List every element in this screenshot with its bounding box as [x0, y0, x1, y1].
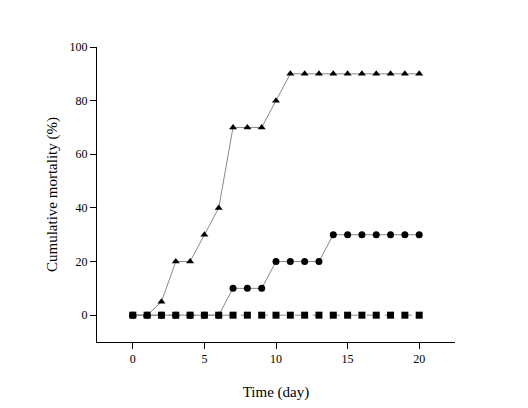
svg-text:5: 5 — [201, 352, 207, 366]
svg-text:Cumulative mortality (%): Cumulative mortality (%) — [44, 117, 61, 272]
svg-text:15: 15 — [342, 352, 354, 366]
svg-text:0: 0 — [82, 308, 88, 322]
svg-text:20: 20 — [76, 255, 88, 269]
svg-text:80: 80 — [76, 94, 88, 108]
svg-text:20: 20 — [413, 352, 425, 366]
svg-text:10: 10 — [270, 352, 282, 366]
svg-text:Time (day): Time (day) — [243, 384, 310, 401]
svg-text:0: 0 — [130, 352, 136, 366]
svg-text:60: 60 — [76, 147, 88, 161]
svg-text:40: 40 — [76, 201, 88, 215]
svg-text:100: 100 — [70, 40, 88, 54]
